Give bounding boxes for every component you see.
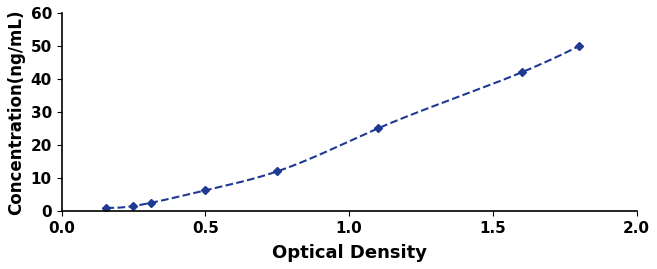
X-axis label: Optical Density: Optical Density [271,244,426,262]
Y-axis label: Concentration(ng/mL): Concentration(ng/mL) [7,9,25,215]
